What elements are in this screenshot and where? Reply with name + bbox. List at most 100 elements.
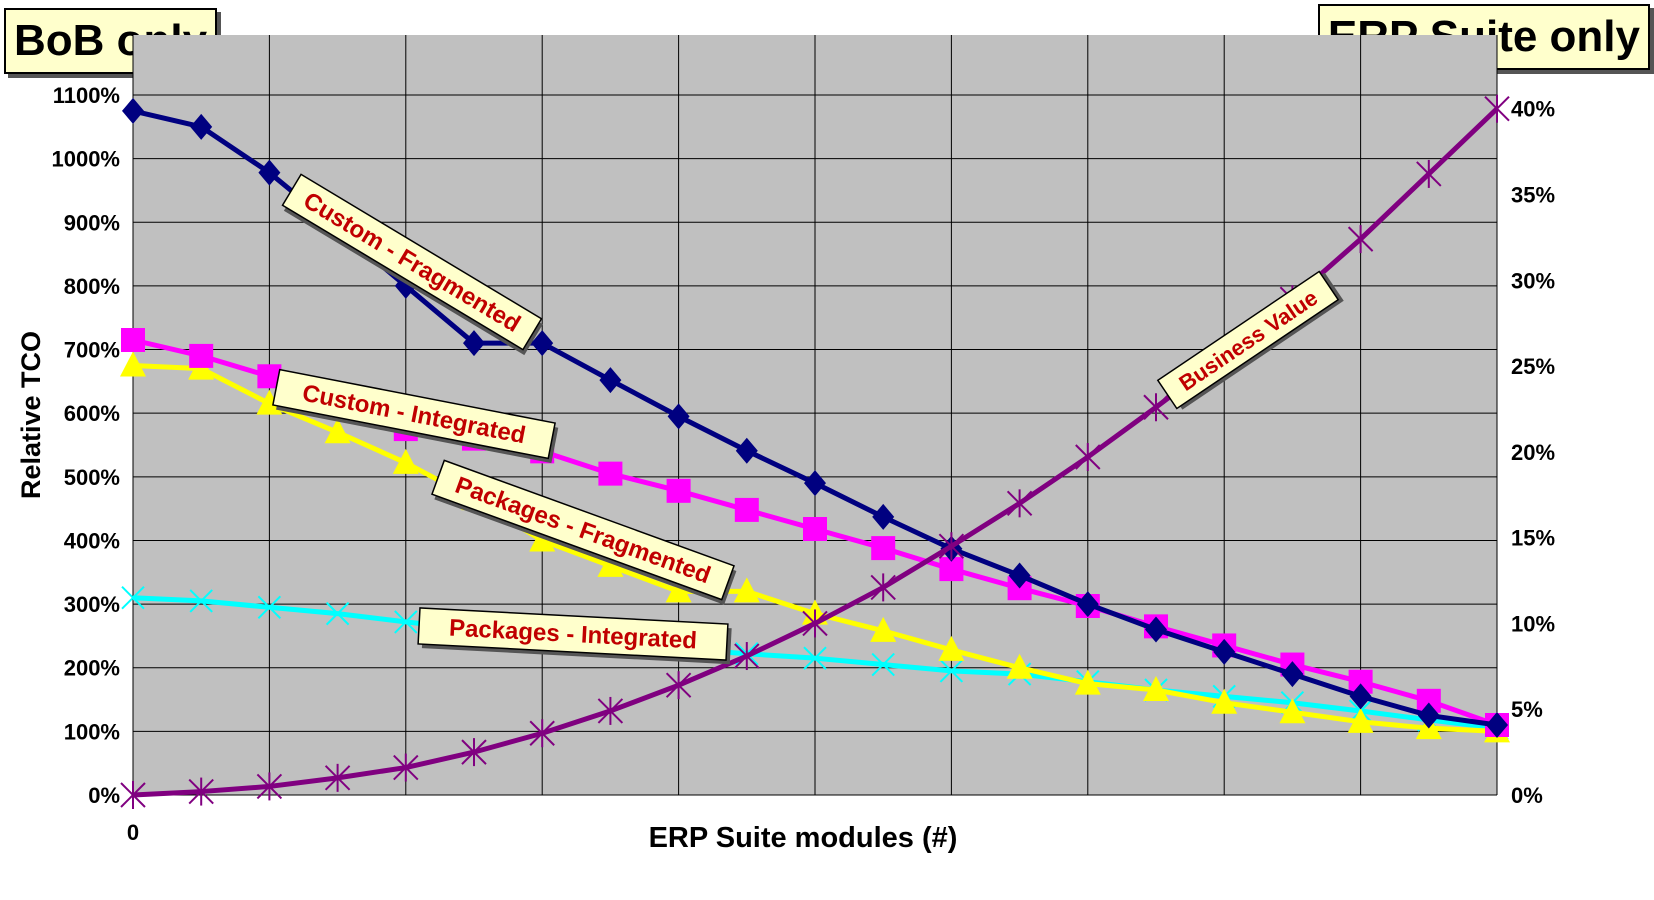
y-right-tick-label: 5% — [1511, 697, 1543, 722]
asterisk-marker — [1075, 443, 1101, 472]
triangle-marker — [665, 577, 692, 603]
series-label-box — [431, 459, 735, 601]
asterisk-marker — [256, 772, 283, 801]
diamond-marker — [1008, 562, 1031, 589]
x-axis-label: ERP Suite modules (#) — [649, 822, 958, 854]
y-right-tick-label: 20% — [1511, 440, 1555, 465]
square-marker — [803, 517, 827, 541]
y-left-tick-label: 700% — [64, 338, 120, 363]
x-marker-stroke — [189, 589, 213, 613]
x-marker — [939, 659, 964, 683]
diamond-marker — [463, 330, 485, 357]
x-marker-stroke — [394, 610, 418, 634]
asterisk-marker — [870, 573, 896, 602]
diamond-marker — [667, 403, 690, 430]
diamond-marker — [122, 97, 144, 124]
y-left-tick-label: 100% — [64, 719, 120, 744]
x-marker-stroke — [939, 659, 964, 683]
grid — [132, 35, 1498, 796]
triangle-marker — [1006, 653, 1033, 679]
y-left-tick-label: 1000% — [51, 147, 120, 172]
square-marker — [734, 497, 759, 522]
diamond-marker — [1076, 591, 1099, 618]
asterisk-marker — [1347, 225, 1374, 254]
asterisk-marker — [734, 642, 760, 671]
y-right-tick-label: 0% — [1511, 783, 1543, 808]
x-marker-stroke — [257, 595, 282, 619]
diamond-marker — [1486, 712, 1508, 738]
y-left-tick-label: 400% — [64, 528, 120, 553]
square-marker — [871, 536, 896, 561]
square-marker — [666, 478, 691, 503]
y-right-tick-label: 15% — [1511, 526, 1555, 551]
asterisk-marker — [188, 777, 214, 806]
triangle-marker — [120, 351, 146, 377]
triangle-marker — [597, 551, 624, 577]
x-marker — [871, 652, 895, 677]
diamond-marker — [872, 503, 895, 530]
asterisk-marker — [665, 671, 692, 700]
x-marker — [803, 646, 827, 670]
y-left-tick-label: 800% — [64, 274, 120, 299]
square-marker — [121, 328, 145, 352]
diamond-marker — [531, 330, 554, 357]
triangle-marker — [1279, 698, 1306, 724]
triangle-marker — [1074, 669, 1101, 695]
x-marker-stroke — [121, 586, 145, 610]
axes: 0% 100% 200% 300% 400% 500% 600% 700% 800% 900% 10… — [51, 83, 1555, 845]
triangle-marker — [870, 616, 897, 642]
y-left-tick-label: 0% — [88, 783, 120, 808]
diamond-marker — [1145, 616, 1167, 643]
x-marker — [189, 589, 213, 613]
y-left-tick-label: 500% — [64, 465, 120, 490]
series-label-box — [417, 607, 729, 661]
triangle-marker — [256, 389, 283, 415]
triangle-marker — [938, 635, 965, 661]
asterisk-marker — [802, 609, 828, 638]
x-tick-label: 0 — [127, 820, 139, 845]
square-marker — [598, 461, 623, 486]
diamond-marker — [599, 367, 622, 394]
y-axis-label: Relative TCO — [16, 331, 46, 499]
triangle-marker — [1347, 707, 1374, 733]
y-left-tick-label: 900% — [64, 210, 120, 235]
square-marker — [189, 343, 214, 368]
asterisk-marker — [120, 781, 146, 809]
asterisk-marker — [1143, 393, 1169, 422]
x-marker — [121, 586, 145, 610]
series-label: Packages - Integrated — [417, 607, 732, 665]
y-left-tick-label: 300% — [64, 592, 120, 617]
asterisk-marker — [529, 719, 555, 748]
x-marker-stroke — [325, 601, 350, 626]
series-label-box — [1156, 270, 1340, 410]
asterisk-marker — [597, 696, 624, 725]
y-left-tick-label: 600% — [64, 401, 120, 426]
x-marker — [394, 610, 418, 634]
diamond-marker — [1281, 661, 1304, 688]
x-marker — [257, 595, 282, 619]
series-label-box — [272, 368, 556, 460]
diamond-marker — [1213, 638, 1236, 665]
x-marker-stroke — [871, 652, 895, 677]
diamond-marker — [1417, 702, 1440, 729]
y-left-tick-label: 200% — [64, 656, 120, 681]
series-label-box — [281, 173, 543, 351]
asterisk-marker — [938, 532, 965, 561]
y-left-tick-label: 1100% — [53, 83, 120, 108]
triangle-marker — [1143, 676, 1169, 701]
x-marker-stroke — [803, 646, 827, 670]
asterisk-marker — [324, 763, 351, 792]
diamond-marker — [735, 437, 758, 464]
triangle-marker — [324, 418, 351, 444]
triangle-marker — [1211, 688, 1238, 714]
y-right-tick-label: 30% — [1511, 268, 1555, 293]
diamond-marker — [258, 159, 281, 186]
asterisk-marker — [1484, 94, 1510, 123]
y-right-tick-label: 25% — [1511, 354, 1555, 379]
y-right-tick-label: 40% — [1511, 97, 1555, 122]
asterisk-marker — [1006, 489, 1033, 518]
triangle-marker — [733, 577, 760, 603]
asterisk-marker — [393, 753, 419, 782]
diamond-marker — [804, 470, 826, 497]
triangle-marker — [392, 448, 419, 474]
